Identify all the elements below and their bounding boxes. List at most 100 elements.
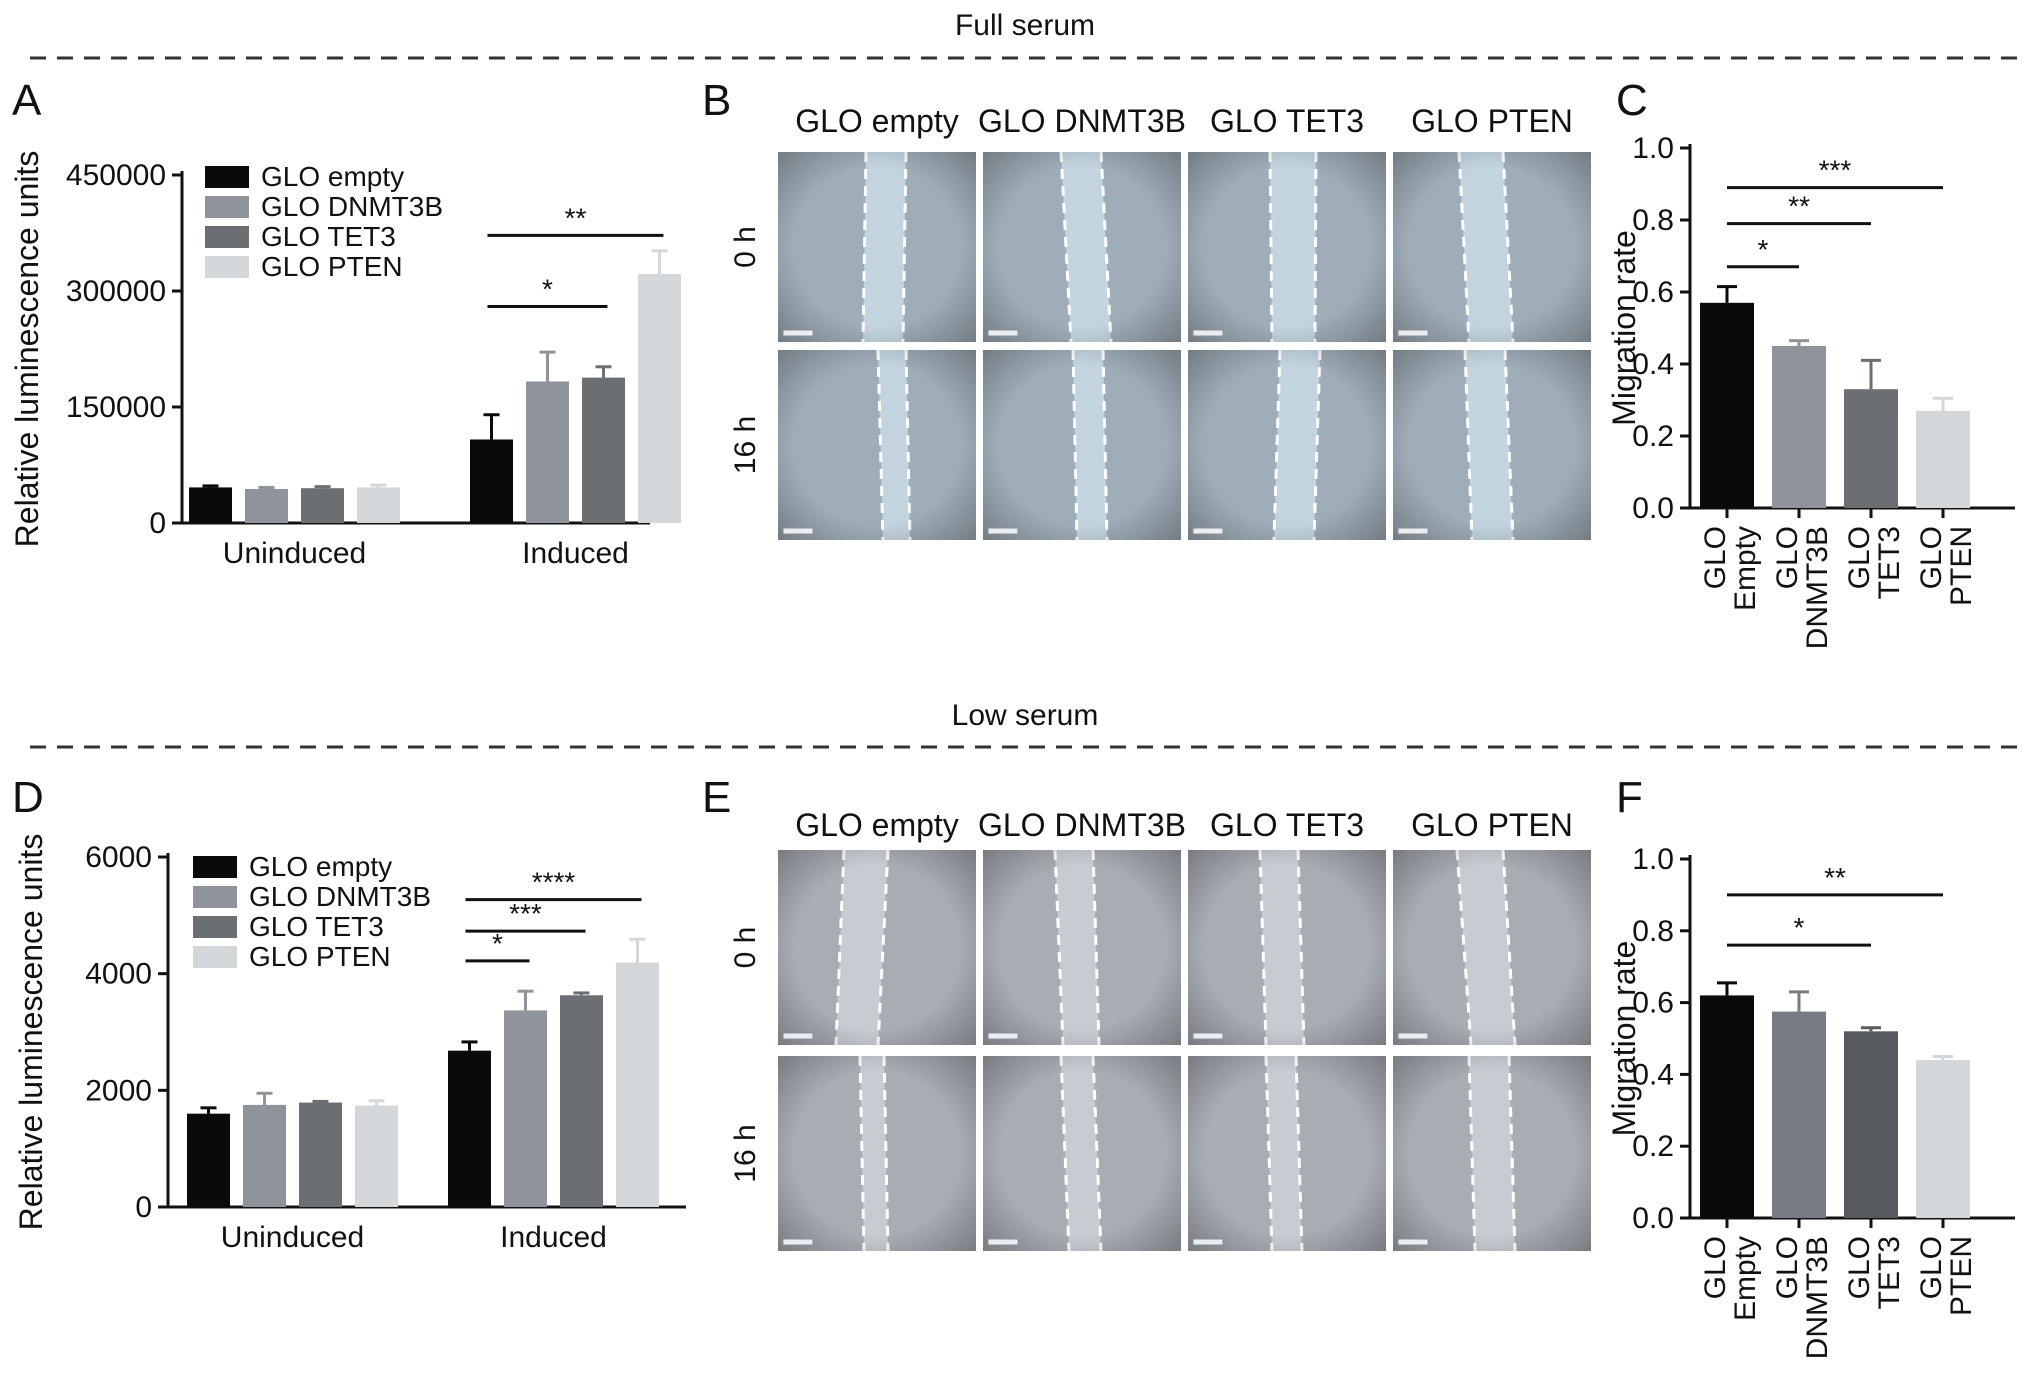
legend-swatch-glo-empty xyxy=(205,166,249,188)
y-tick-label: 0.4 xyxy=(1632,1058,1674,1091)
x-category-label-glo-tet3: GLOTET3 xyxy=(1843,1236,1906,1309)
chart-panel-f: 0.0 0.2 0.4 0.6 0.8 1.0 Migration rate GLOEmpty… xyxy=(1606,843,2015,1359)
micrograph-vignette xyxy=(1188,152,1386,342)
panel-letter-b: B xyxy=(702,76,731,125)
column-header-glo-empty: GLO empty xyxy=(795,103,959,139)
y-tick-label: 1.0 xyxy=(1632,843,1674,876)
bar-glo-tet3-uninduced xyxy=(299,1102,342,1207)
significance-marker: **** xyxy=(532,867,576,898)
scale-bar xyxy=(782,527,814,535)
bar-glo-tet3-induced xyxy=(582,377,625,523)
column-header-glo-empty: GLO empty xyxy=(795,807,959,843)
y-tick-label: 4000 xyxy=(85,958,152,991)
significance-marker: * xyxy=(542,273,553,304)
scale-bar xyxy=(1192,527,1224,535)
x-category-label-glo-dnmt3b: GLODNMT3B xyxy=(1771,1236,1834,1359)
scale-bar xyxy=(1192,1238,1224,1246)
x-category-label-glo-empty: GLOEmpty xyxy=(1699,526,1762,611)
y-tick-label: 0.8 xyxy=(1632,204,1674,237)
micrograph-glo-tet3-16-h xyxy=(1188,349,1386,541)
panel-letter-e: E xyxy=(702,773,731,822)
micrograph-glo-pten-0-h xyxy=(1393,151,1591,343)
micrograph-vignette xyxy=(1188,850,1386,1045)
micrograph-vignette xyxy=(1393,1056,1591,1251)
y-tick-label: 0.4 xyxy=(1632,348,1674,381)
micrograph-vignette xyxy=(778,152,976,342)
micrograph-vignette xyxy=(1393,350,1591,540)
scale-bar xyxy=(782,1238,814,1246)
micrograph-glo-tet3-0-h xyxy=(1188,849,1386,1046)
y-tick-label: 0.6 xyxy=(1632,987,1674,1020)
y-tick-label: 450000 xyxy=(66,159,166,192)
scale-bar xyxy=(1397,527,1429,535)
micrograph-vignette xyxy=(778,850,976,1045)
micrograph-glo-empty-0-h xyxy=(778,151,976,343)
y-axis-label: Relative luminescence units xyxy=(13,834,49,1231)
micrograph-glo-dnmt3b-0-h xyxy=(983,849,1181,1046)
micrograph-vignette xyxy=(983,152,1181,342)
significance-marker: ** xyxy=(1788,191,1810,222)
scale-bar xyxy=(1397,1032,1429,1040)
y-tick-label: 0 xyxy=(149,507,166,540)
legend-label-glo-pten: GLO PTEN xyxy=(261,251,403,282)
micrograph-glo-pten-16-h xyxy=(1393,349,1591,541)
legend-label-glo-dnmt3b: GLO DNMT3B xyxy=(249,881,431,912)
micrograph-vignette xyxy=(1393,152,1591,342)
micrograph-vignette xyxy=(778,1056,976,1251)
micrograph-vignette xyxy=(1188,350,1386,540)
bar-glo-pten xyxy=(1916,410,1970,508)
x-category-label-glo-dnmt3b: GLODNMT3B xyxy=(1771,526,1834,649)
bar-glo-tet3 xyxy=(1844,389,1898,508)
y-axis-label: Migration rate xyxy=(1606,941,1642,1137)
legend-label-glo-pten: GLO PTEN xyxy=(249,941,391,972)
legend-label-glo-tet3: GLO TET3 xyxy=(261,221,396,252)
y-tick-label: 0.8 xyxy=(1632,915,1674,948)
micrograph-glo-pten-0-h xyxy=(1393,849,1591,1046)
bar-glo-empty xyxy=(1700,302,1754,508)
x-category-label-glo-tet3: GLOTET3 xyxy=(1843,526,1906,599)
significance-marker: ** xyxy=(565,202,587,233)
y-tick-label: 0.2 xyxy=(1632,1130,1674,1163)
legend-label-glo-empty: GLO empty xyxy=(249,851,392,882)
legend-label-glo-tet3: GLO TET3 xyxy=(249,911,384,942)
bar-glo-empty-uninduced xyxy=(189,487,232,523)
x-category-label-uninduced: Uninduced xyxy=(223,537,366,570)
bar-glo-pten-induced xyxy=(638,273,681,523)
scale-bar xyxy=(782,1032,814,1040)
bar-glo-tet3 xyxy=(1844,1031,1898,1218)
chart-panel-c: 0.0 0.2 0.4 0.6 0.8 1.0 Migration rate GLOEmpty… xyxy=(1606,132,2015,649)
legend-swatch-glo-pten xyxy=(205,256,249,278)
section-title-full-serum: Full serum xyxy=(955,9,1095,42)
wound-healing-images-panel-e: GLO empty GLO DNMT3B GLO TET3 GLO PTEN 0 h 16… xyxy=(729,807,1591,1252)
significance-marker: * xyxy=(1794,912,1805,943)
y-tick-label: 1.0 xyxy=(1632,132,1674,165)
micrograph-vignette xyxy=(983,1056,1181,1251)
micrograph-glo-dnmt3b-0-h xyxy=(983,151,1181,343)
legend-swatch-glo-dnmt3b xyxy=(205,196,249,218)
legend-swatch-glo-empty xyxy=(193,856,237,878)
legend-swatch-glo-tet3 xyxy=(205,226,249,248)
scale-bar xyxy=(987,1032,1019,1040)
x-category-label-uninduced: Uninduced xyxy=(221,1221,364,1254)
y-tick-label: 0.2 xyxy=(1632,420,1674,453)
panel-letter-d: D xyxy=(12,773,44,822)
legend-label-glo-dnmt3b: GLO DNMT3B xyxy=(261,191,443,222)
bar-glo-dnmt3b-uninduced xyxy=(243,1104,286,1207)
y-tick-label: 0.6 xyxy=(1632,276,1674,309)
legend-swatch-glo-pten xyxy=(193,946,237,968)
micrograph-glo-pten-16-h xyxy=(1393,1055,1591,1252)
section-title-low-serum: Low serum xyxy=(952,699,1099,732)
scale-bar xyxy=(1192,329,1224,337)
micrograph-glo-empty-16-h xyxy=(778,1055,976,1252)
bar-glo-tet3-uninduced xyxy=(301,488,344,523)
micrograph-glo-empty-0-h xyxy=(778,849,976,1046)
bar-glo-dnmt3b-induced xyxy=(526,381,569,523)
x-category-label-glo-pten: GLOPTEN xyxy=(1915,526,1978,606)
column-header-glo-pten: GLO PTEN xyxy=(1411,103,1573,139)
x-category-label-glo-pten: GLOPTEN xyxy=(1915,1236,1978,1316)
column-header-glo-tet3: GLO TET3 xyxy=(1210,807,1364,843)
row-header-0-h: 0 h xyxy=(729,226,762,268)
bar-glo-tet3-induced xyxy=(560,995,603,1207)
significance-marker: *** xyxy=(509,898,542,929)
